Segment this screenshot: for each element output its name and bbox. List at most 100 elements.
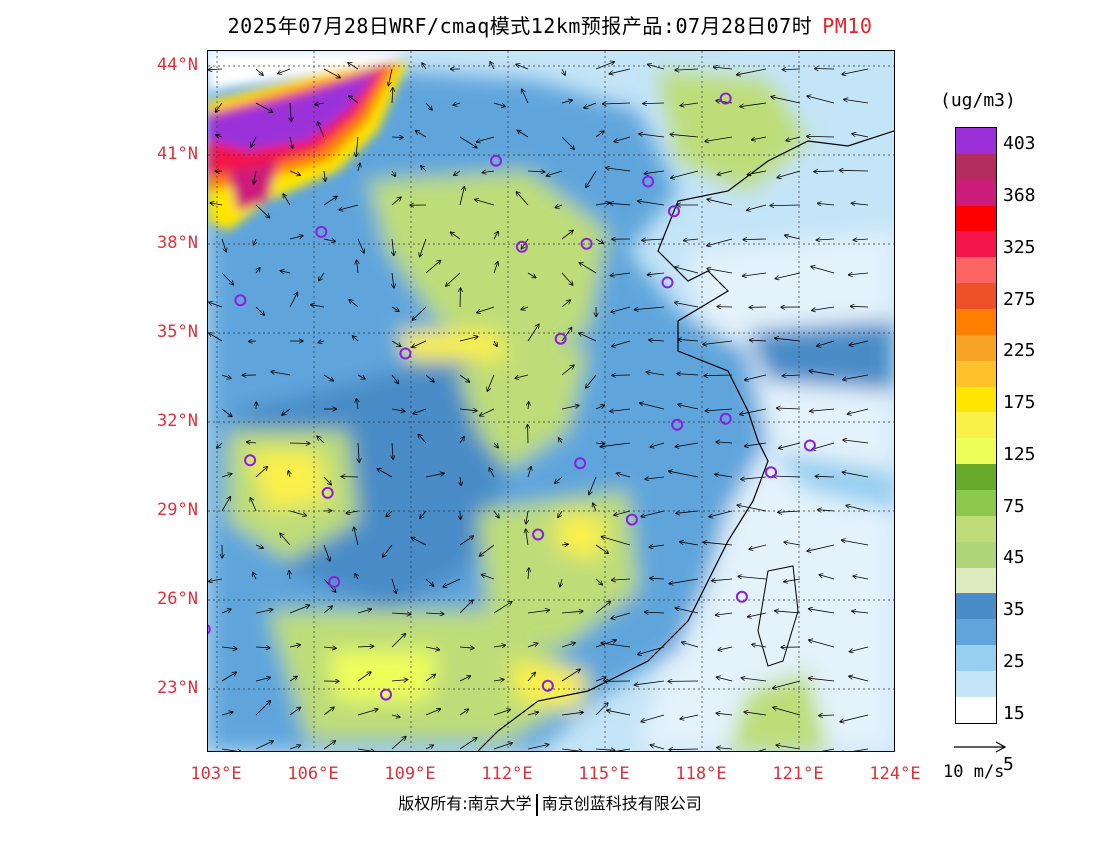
wind-arrow [494, 442, 498, 448]
wind-arrow [391, 374, 398, 384]
wind-arrow [255, 545, 263, 548]
wind-arrow [640, 403, 665, 410]
station-marker [642, 175, 655, 188]
wind-arrow [425, 578, 434, 586]
wind-arrow [807, 136, 835, 137]
station-marker [328, 575, 341, 588]
wind-arrow [561, 328, 572, 342]
wind-arrow [255, 204, 270, 218]
colorbar-label: 225 [1003, 340, 1036, 362]
wind-arrow [684, 239, 699, 241]
wind-arrow [323, 374, 333, 381]
colorbar-label: 75 [1003, 495, 1025, 517]
colorbar-swatch [956, 412, 996, 439]
pm10-forecast-map [207, 50, 895, 752]
wind-arrow [516, 192, 529, 206]
wind-arrow [678, 339, 699, 341]
wind-arrow [785, 235, 801, 240]
wind-arrow [745, 374, 767, 380]
wind-arrow [482, 575, 495, 580]
colorbar-swatch [956, 490, 996, 516]
wind-arrow [782, 69, 801, 70]
wind-arrow [216, 135, 223, 137]
wind-arrow [459, 600, 473, 614]
lat-label: 26°N [157, 589, 198, 609]
wind-arrow [843, 374, 869, 380]
wind-arrow [425, 260, 441, 274]
station-marker [532, 528, 545, 541]
wind-arrow [852, 134, 869, 138]
wind-arrow [561, 669, 580, 682]
wind-arrow [209, 579, 223, 581]
wind-arrow [771, 97, 801, 104]
wind-arrow [809, 640, 835, 648]
wind-arrow [391, 578, 396, 593]
wind-arrow [493, 602, 512, 614]
wind-arrow [453, 103, 461, 105]
wind-arrow [561, 100, 572, 103]
wind-arrow [323, 196, 337, 206]
wind-arrow [848, 408, 869, 414]
station-marker [554, 332, 567, 345]
station-marker [803, 439, 816, 452]
wind-arrow [221, 497, 230, 512]
copyright-right: 南京创蓝科技有限公司 [541, 794, 702, 813]
wind-arrow [323, 476, 331, 485]
wind-arrow [425, 709, 440, 716]
wind-arrow [561, 712, 583, 716]
station-marker [574, 457, 587, 470]
wind-arrow [650, 745, 665, 750]
wind-arrow [758, 748, 767, 751]
wind-arrow [527, 272, 536, 278]
wind-arrow [318, 122, 325, 138]
wind-arrow [773, 680, 801, 688]
wind-arrow [669, 749, 699, 750]
colorbar-swatch [956, 334, 996, 361]
wind-arrow [515, 374, 529, 378]
wind-arrow [528, 402, 529, 410]
wind-arrow [460, 476, 461, 485]
wind-arrow [807, 544, 835, 551]
copyright-separator [535, 793, 538, 816]
wind-arrow [716, 613, 733, 615]
lat-label: 35°N [157, 322, 198, 342]
wind-arrow [809, 609, 835, 614]
wind-arrow [817, 239, 835, 240]
wind-arrow [675, 303, 699, 308]
wind-arrow [391, 715, 400, 717]
wind-arrow [278, 68, 291, 74]
colorbar-swatch [956, 593, 996, 620]
wind-arrow [815, 476, 835, 477]
wind-arrow [392, 170, 395, 176]
wind-arrow [842, 472, 869, 478]
wind-arrow [811, 267, 835, 274]
wind-arrow [589, 476, 597, 495]
wind-arrow [602, 537, 631, 546]
wind-arrow [775, 338, 801, 342]
wind-arrow [459, 647, 474, 648]
wind-arrow [617, 473, 631, 478]
wind-arrow [703, 340, 733, 345]
wind-arrow [323, 544, 330, 561]
wind-arrow [425, 473, 444, 478]
wind-arrow [561, 748, 582, 751]
wind-arrow [459, 337, 478, 342]
wind-arrow [819, 715, 835, 716]
wind-arrow [210, 203, 223, 205]
lat-label: 41°N [157, 144, 198, 164]
wind-arrow [493, 710, 510, 716]
station-marker [765, 466, 777, 479]
wind-arrow [560, 578, 562, 587]
wind-arrow [716, 442, 733, 443]
wind-arrow [459, 437, 464, 444]
wind-arrow [849, 340, 869, 345]
wind-arrow [614, 136, 631, 142]
wind-arrow [561, 405, 579, 410]
wind-arrow [704, 375, 733, 376]
wind-arrow [487, 374, 495, 391]
wind-arrow [209, 302, 223, 308]
wind-arrow [411, 538, 427, 546]
lon-label: 118°E [675, 764, 727, 784]
title-species: PM10 [822, 14, 873, 38]
wind-arrow [561, 611, 583, 613]
